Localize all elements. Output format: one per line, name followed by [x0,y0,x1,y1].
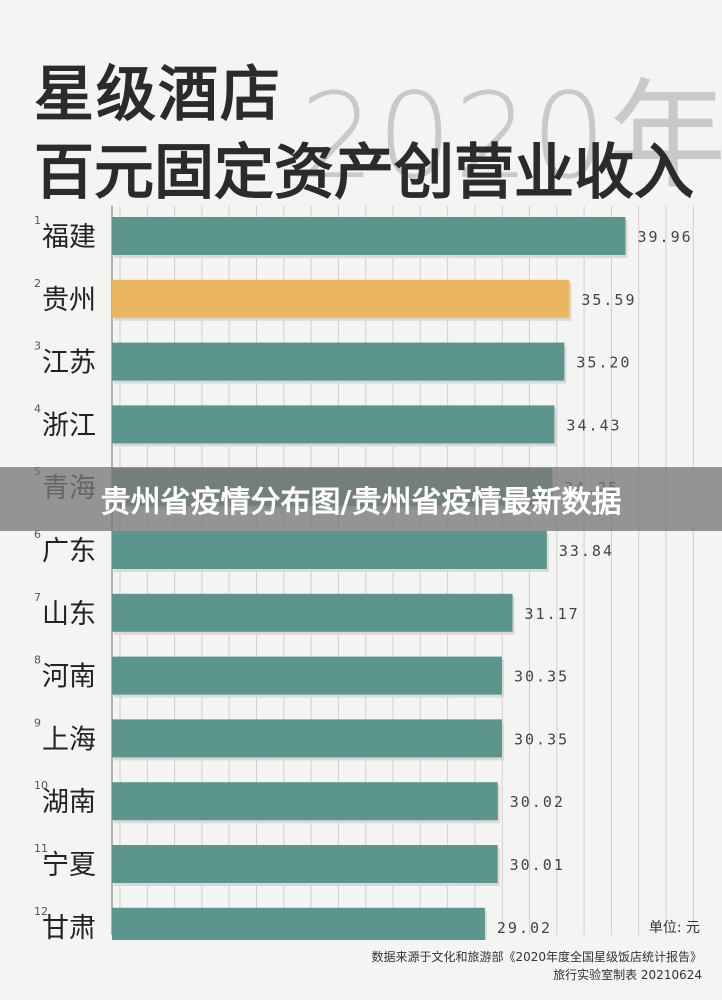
chart-title-line-1: 星级酒店 [34,60,282,130]
rank-number: 11 [34,842,48,855]
source-line-2: 旅行实验室制表 20210624 [553,968,702,982]
rank-number: 9 [34,716,41,729]
bar-甘肃 [112,907,485,940]
year-watermark: 2020年 [300,67,722,205]
category-label: 湖南 [42,787,96,818]
bar-浙江 [112,405,555,444]
value-label: 30.02 [510,793,565,811]
rank-number: 4 [34,402,41,415]
rank-number: 2 [34,277,41,290]
rank-number: 8 [34,654,41,667]
banner-text: 贵州省疫情分布图/贵州省疫情最新数据 [100,485,622,520]
value-label: 30.01 [510,856,565,874]
value-label: 33.84 [559,542,614,560]
value-label: 39.96 [637,228,692,246]
category-label: 江苏 [42,348,96,379]
value-label: 29.02 [497,919,552,937]
rank-number: 12 [34,905,48,918]
value-label: 34.43 [566,416,621,434]
rank-number: 6 [34,528,41,541]
bar-山东 [112,593,513,632]
rank-number: 7 [34,591,41,604]
category-label: 甘肃 [42,913,96,940]
bar-江苏 [112,342,565,381]
bar-宁夏 [112,845,498,883]
category-label: 山东 [42,599,96,630]
source-note: 数据来源于文化和旅游部《2020年度全国星级饭店统计报告》 旅行实验室制表 20… [371,948,702,984]
bar-河南 [112,656,502,695]
bar-chart: 1福建39.962贵州35.593江苏35.204浙江34.435青海34.25… [34,206,694,940]
bar-广东 [112,531,547,569]
category-label: 宁夏 [42,850,96,881]
value-label: 30.35 [514,668,569,686]
unit-label: 单位: 元 [648,920,700,936]
bar-湖南 [112,782,498,821]
rank-number: 10 [34,779,48,792]
category-label: 河南 [42,662,96,693]
category-label: 浙江 [42,410,96,441]
bar-福建 [112,217,626,255]
overlay-banner: 贵州省疫情分布图/贵州省疫情最新数据 [0,467,722,531]
value-label: 35.20 [576,354,631,372]
category-label: 福建 [42,222,96,253]
value-label: 35.59 [581,291,636,309]
value-label: 30.35 [514,730,569,748]
category-label: 上海 [42,724,96,755]
rank-number: 1 [34,214,41,227]
source-line-1: 数据来源于文化和旅游部《2020年度全国星级饭店统计报告》 [371,950,702,964]
bar-贵州 [112,279,570,318]
category-label: 广东 [42,536,96,567]
rank-number: 3 [34,340,41,353]
category-label: 贵州 [42,285,96,316]
value-label: 31.17 [525,605,580,623]
bar-上海 [112,719,502,758]
chart-title-line-2: 百元固定资产创营业收入 [34,138,694,208]
